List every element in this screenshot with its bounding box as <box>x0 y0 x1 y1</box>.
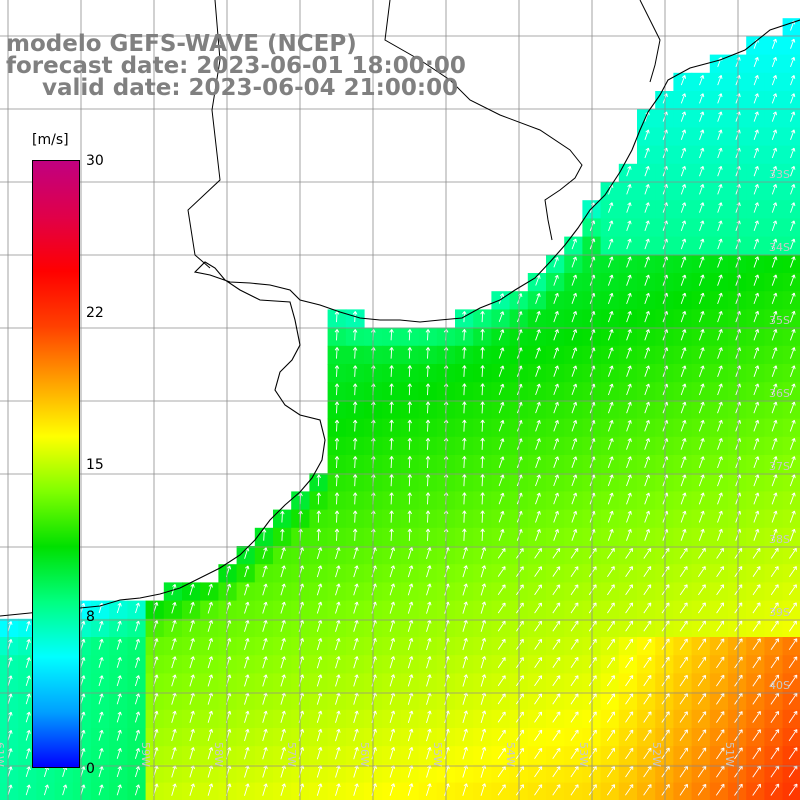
lat-label: 38S <box>769 533 790 546</box>
colorbar-tick-22: 22 <box>86 305 104 321</box>
lat-label: 37S <box>769 460 790 473</box>
colorbar-units: [m/s] <box>32 132 69 148</box>
lat-label: 35S <box>769 314 790 327</box>
lon-label: 56W <box>358 742 371 767</box>
latitude-labels: 33S 34S 35S 36S 37S 38S 39S 40S <box>769 168 790 692</box>
wind-speed-field <box>0 18 800 800</box>
lon-label: 58W <box>212 742 225 767</box>
lon-label: 55W <box>431 742 444 767</box>
lat-label: 33S <box>769 168 790 181</box>
lon-label: 51W <box>723 742 736 767</box>
coastline <box>0 19 800 617</box>
colorbar <box>32 160 80 768</box>
colorbar-tick-0: 0 <box>86 761 95 777</box>
valid-date: valid date: 2023-06-04 21:00:00 <box>42 75 459 101</box>
lon-label: 61W <box>0 742 6 767</box>
lat-label: 40S <box>769 679 790 692</box>
lat-label: 39S <box>769 606 790 619</box>
colorbar-tick-8: 8 <box>86 609 95 625</box>
lat-label: 36S <box>769 387 790 400</box>
lon-label: 59W <box>139 742 152 767</box>
lat-label: 34S <box>769 241 790 254</box>
colorbar-tick-15: 15 <box>86 457 104 473</box>
forecast-date: forecast date: 2023-06-01 18:00:00 <box>6 53 466 79</box>
colorbar-tick-30: 30 <box>86 153 104 169</box>
model-title: modelo GEFS-WAVE (NCEP) <box>6 31 357 57</box>
lon-label: 52W <box>650 742 663 767</box>
lon-label: 53W <box>577 742 590 767</box>
country-border <box>187 0 661 269</box>
lon-label: 54W <box>504 742 517 767</box>
lon-label: 57W <box>285 742 298 767</box>
